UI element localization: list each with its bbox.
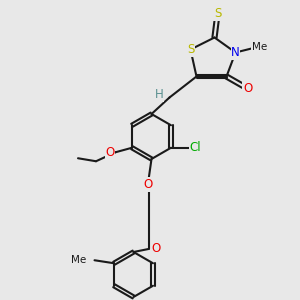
Text: S: S bbox=[214, 7, 221, 20]
Text: Me: Me bbox=[252, 41, 267, 52]
Text: Me: Me bbox=[71, 255, 86, 265]
Text: N: N bbox=[231, 46, 240, 59]
Text: O: O bbox=[144, 178, 153, 191]
Text: O: O bbox=[243, 82, 252, 95]
Text: H: H bbox=[154, 88, 164, 101]
Text: Cl: Cl bbox=[190, 141, 201, 154]
Text: O: O bbox=[152, 242, 160, 256]
Text: S: S bbox=[187, 43, 194, 56]
Text: O: O bbox=[106, 146, 115, 159]
